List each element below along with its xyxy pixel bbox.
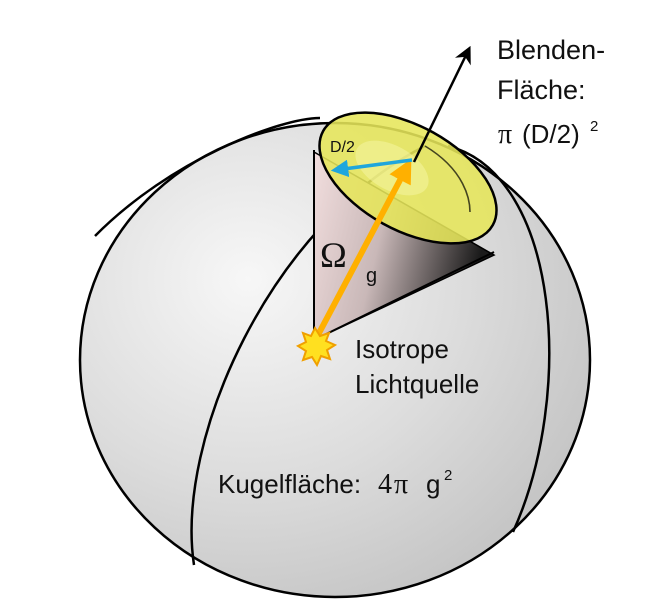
sphere-formula-coef: 4 [378,469,392,500]
sphere-arc-right [447,144,551,533]
aperture-label-line2: Fläche: [497,75,586,105]
solid-angle-subscript: g [366,265,377,287]
sphere-formula-exponent: 2 [444,467,452,484]
sphere-arc-top [94,116,321,237]
aperture-formula-exponent: 2 [590,118,598,135]
distance-g-ray [315,158,412,337]
starburst-light-icon [295,325,338,368]
sphere-formula-var: g [426,469,440,499]
aperture-label-line1: Blenden- [497,35,605,65]
source-label-line1: Isotrope [355,334,449,364]
source-label-line2: Lichtquelle [355,369,479,399]
solid-angle-symbol: Ω [320,235,347,275]
radius-label: D/2 [330,139,355,156]
aperture-formula-body: (D/2) [522,119,580,149]
arrow-up-right-icon [412,45,471,163]
aperture-formula-pi: π [498,119,512,150]
radius-arrow [330,158,413,178]
sphere-label-prefix: Kugelfläche: [218,469,361,499]
sphere-formula-pi: π [394,469,408,500]
